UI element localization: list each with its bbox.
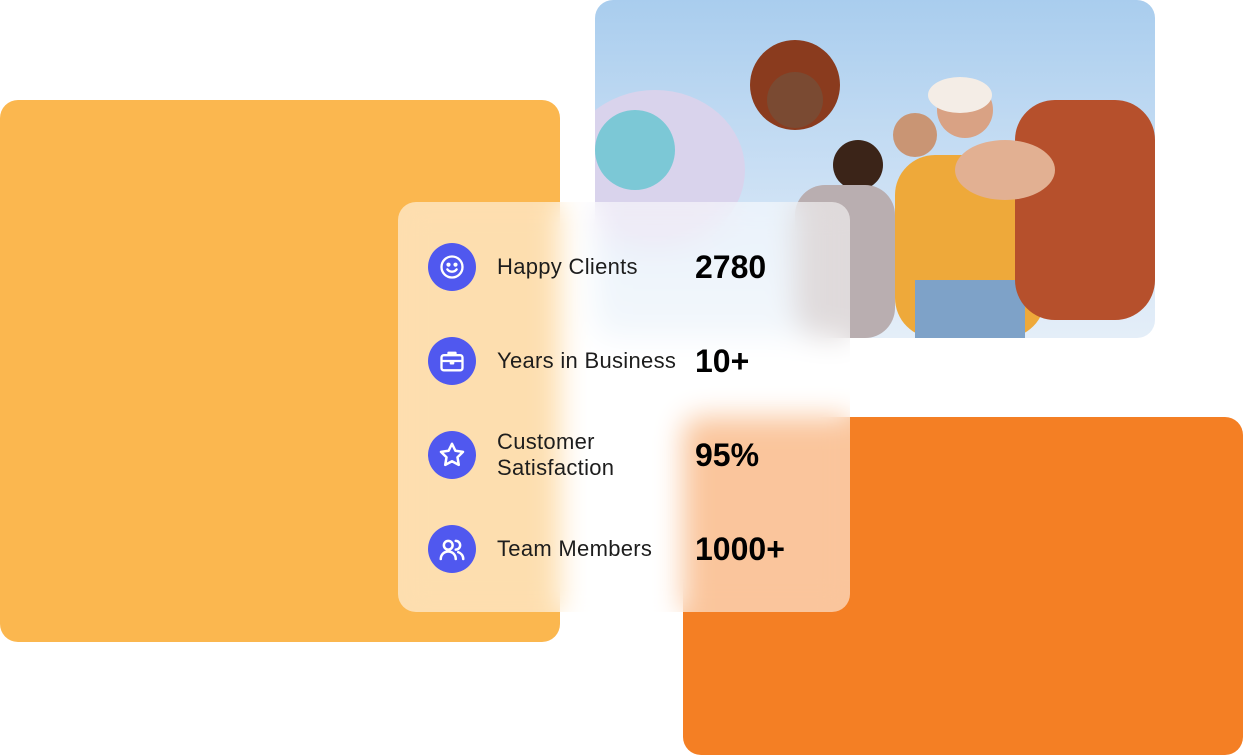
stat-value: 1000+ bbox=[695, 530, 785, 567]
briefcase-icon bbox=[428, 337, 476, 385]
stat-label: Happy Clients bbox=[497, 254, 638, 279]
stat-happy-clients: Happy Clients 2780 bbox=[428, 237, 838, 297]
stat-label: Customer Satisfaction bbox=[497, 429, 615, 480]
stat-value: 2780 bbox=[695, 248, 767, 285]
stat-label: Years in Business bbox=[497, 348, 677, 373]
stat-team-members: Team Members 1000+ bbox=[428, 519, 838, 579]
stat-years-in-business: Years in Business 10+ bbox=[428, 331, 838, 391]
stat-label: Team Members bbox=[497, 536, 653, 561]
stat-value: 95% bbox=[695, 436, 760, 473]
users-icon bbox=[428, 525, 476, 573]
stat-value: 10+ bbox=[695, 342, 750, 379]
star-icon bbox=[428, 431, 476, 479]
smiley-icon bbox=[428, 243, 476, 291]
stat-customer-satisfaction: Customer Satisfaction 95% bbox=[428, 425, 838, 485]
stats-card: Happy Clients 2780 Years in Business 10+… bbox=[398, 202, 850, 612]
